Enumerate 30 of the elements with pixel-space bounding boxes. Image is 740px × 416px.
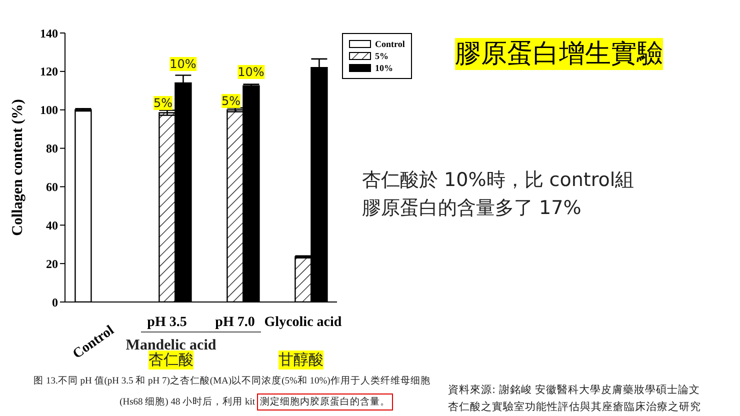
text: 膠原蛋白的含量多了 17% <box>362 196 582 221</box>
text: 杏仁酸於 10%時，比 control組 <box>362 168 634 193</box>
source-note: 資料來源: 謝銘峻 安徽醫科大學皮膚藥妝學碩士論文 <box>448 383 700 397</box>
legend-label: Control <box>375 38 405 50</box>
legend-label: 5% <box>375 50 388 62</box>
caption: 图 13.不同 pH 值(pH 3.5 和 pH 7)之杏仁酸(MA)以不同浓度(5%和 10%)作用于人类纤维母细胞 <box>34 374 430 388</box>
y-tick-label: 0 <box>52 295 58 310</box>
text: (Hs68 细胞) 48 小时后，利用 kit <box>120 396 255 408</box>
legend-label: 10% <box>375 62 393 74</box>
annotation: 10% <box>238 65 264 79</box>
annotation: 5% <box>153 96 173 110</box>
y-axis-title: Collagen content (%) <box>10 99 26 236</box>
y-tick-label: 20 <box>46 256 58 271</box>
y-tick-label: 60 <box>46 180 58 194</box>
text: 杏仁酸之實驗室功能性評估與其座瘡臨床治療之研究 <box>448 400 701 414</box>
annotation: 5% <box>221 94 241 108</box>
x-tick-label: Glycolic acid <box>264 315 342 330</box>
y-tick-label: 80 <box>46 142 58 156</box>
text: Mandelic acid <box>126 338 216 354</box>
y-tick-label: 100 <box>40 103 58 118</box>
y-tick-label: 120 <box>40 64 58 79</box>
text: 杏仁酸 <box>148 350 194 370</box>
annotation: 10% <box>170 57 196 71</box>
x-tick-label: pH 7.0 <box>215 315 255 330</box>
text: 甘醇酸 <box>278 350 324 370</box>
text: 膠原蛋白增生實驗 <box>455 38 663 70</box>
y-tick-label: 140 <box>40 26 58 40</box>
y-tick-label: 40 <box>46 218 58 232</box>
text: 测定细胞内胶原蛋白的含量。 <box>257 394 393 410</box>
x-tick-label: pH 3.5 <box>147 315 187 330</box>
